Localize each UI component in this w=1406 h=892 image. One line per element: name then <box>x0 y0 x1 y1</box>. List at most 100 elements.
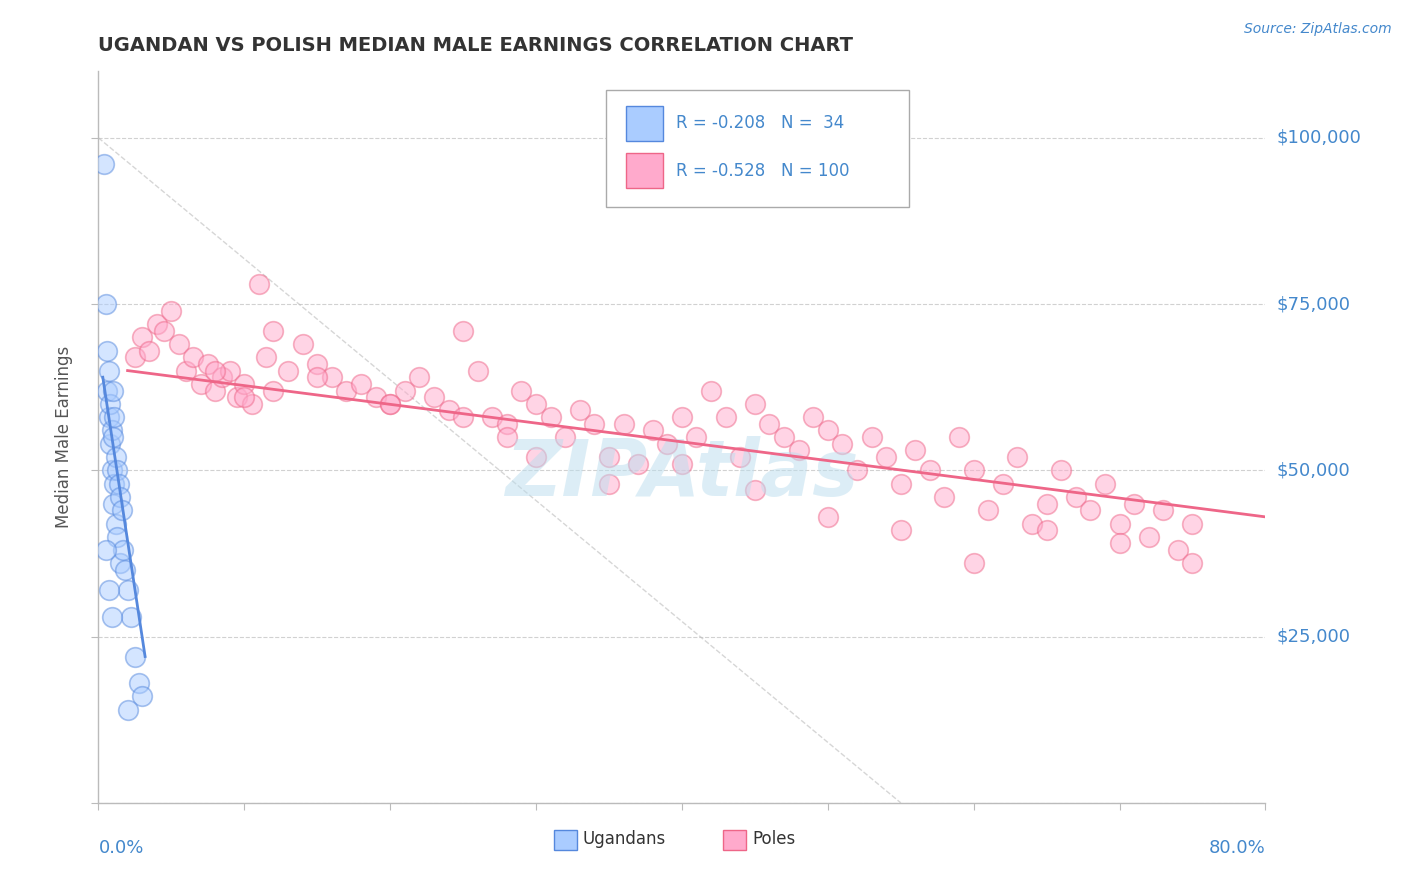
Point <box>153 324 176 338</box>
Point <box>105 530 128 544</box>
Point <box>110 490 132 504</box>
Point <box>277 363 299 377</box>
Point <box>700 384 723 398</box>
Point <box>962 557 984 571</box>
FancyBboxPatch shape <box>723 830 747 850</box>
Point <box>1080 503 1102 517</box>
Point <box>773 430 796 444</box>
Point <box>94 543 117 558</box>
FancyBboxPatch shape <box>626 153 664 188</box>
Point <box>240 397 263 411</box>
Point <box>94 297 117 311</box>
Point <box>451 324 474 338</box>
Point <box>437 403 460 417</box>
Point <box>890 523 912 537</box>
Point <box>104 516 127 531</box>
Point <box>204 384 226 398</box>
Point <box>112 543 135 558</box>
Point <box>111 503 134 517</box>
Point <box>394 384 416 398</box>
Point <box>714 410 737 425</box>
Point <box>1123 497 1146 511</box>
Point <box>671 457 693 471</box>
Point <box>524 450 547 464</box>
Point <box>101 430 124 444</box>
Point <box>108 476 131 491</box>
Point <box>204 363 226 377</box>
Text: $100,000: $100,000 <box>1277 128 1361 147</box>
Point <box>307 357 329 371</box>
Point <box>875 450 897 464</box>
Point <box>103 476 125 491</box>
Point <box>568 403 591 417</box>
Point <box>100 463 122 477</box>
Point <box>263 324 285 338</box>
Point <box>247 277 270 292</box>
Point <box>613 417 636 431</box>
Point <box>131 330 153 344</box>
Point <box>174 363 197 377</box>
Point <box>904 443 927 458</box>
Point <box>364 390 387 404</box>
Point <box>598 476 620 491</box>
Point <box>481 410 503 425</box>
Point <box>100 609 122 624</box>
Point <box>98 436 121 450</box>
Point <box>97 582 120 597</box>
Point <box>1050 463 1073 477</box>
Point <box>918 463 941 477</box>
Point <box>321 370 343 384</box>
Point <box>1007 450 1029 464</box>
Point <box>1181 516 1204 531</box>
Point <box>977 503 1000 517</box>
Point <box>496 417 519 431</box>
Point <box>146 317 169 331</box>
Point <box>1152 503 1174 517</box>
FancyBboxPatch shape <box>626 106 664 141</box>
Text: R = -0.208   N =  34: R = -0.208 N = 34 <box>676 114 845 132</box>
Text: $50,000: $50,000 <box>1277 461 1350 479</box>
Point <box>197 357 219 371</box>
Point <box>105 463 128 477</box>
Point <box>380 397 402 411</box>
Text: R = -0.528   N = 100: R = -0.528 N = 100 <box>676 161 849 180</box>
Point <box>510 384 533 398</box>
Point <box>335 384 357 398</box>
Text: $25,000: $25,000 <box>1277 628 1351 646</box>
Point <box>1137 530 1160 544</box>
Point <box>758 417 780 431</box>
Point <box>744 483 766 498</box>
Point <box>948 430 970 444</box>
Point <box>540 410 562 425</box>
Point <box>120 609 142 624</box>
Point <box>554 430 576 444</box>
Text: 0.0%: 0.0% <box>98 839 143 857</box>
Point <box>101 384 124 398</box>
Point <box>685 430 707 444</box>
Point <box>128 676 150 690</box>
Point <box>124 351 146 365</box>
Text: Source: ZipAtlas.com: Source: ZipAtlas.com <box>1244 22 1392 37</box>
Point <box>641 424 664 438</box>
Point <box>233 376 256 391</box>
Point <box>160 303 183 318</box>
Point <box>211 370 233 384</box>
Point <box>124 649 146 664</box>
Point <box>190 376 212 391</box>
Point <box>787 443 810 458</box>
Point <box>962 463 984 477</box>
Point <box>263 384 285 398</box>
Point <box>96 343 118 358</box>
FancyBboxPatch shape <box>606 90 910 207</box>
Point <box>138 343 160 358</box>
Point <box>801 410 824 425</box>
Point <box>1094 476 1116 491</box>
Point <box>103 410 125 425</box>
Point <box>583 417 606 431</box>
Point <box>627 457 650 471</box>
Point <box>101 497 124 511</box>
Point <box>408 370 430 384</box>
Point <box>1108 516 1130 531</box>
Point <box>1064 490 1087 504</box>
Point <box>167 337 190 351</box>
